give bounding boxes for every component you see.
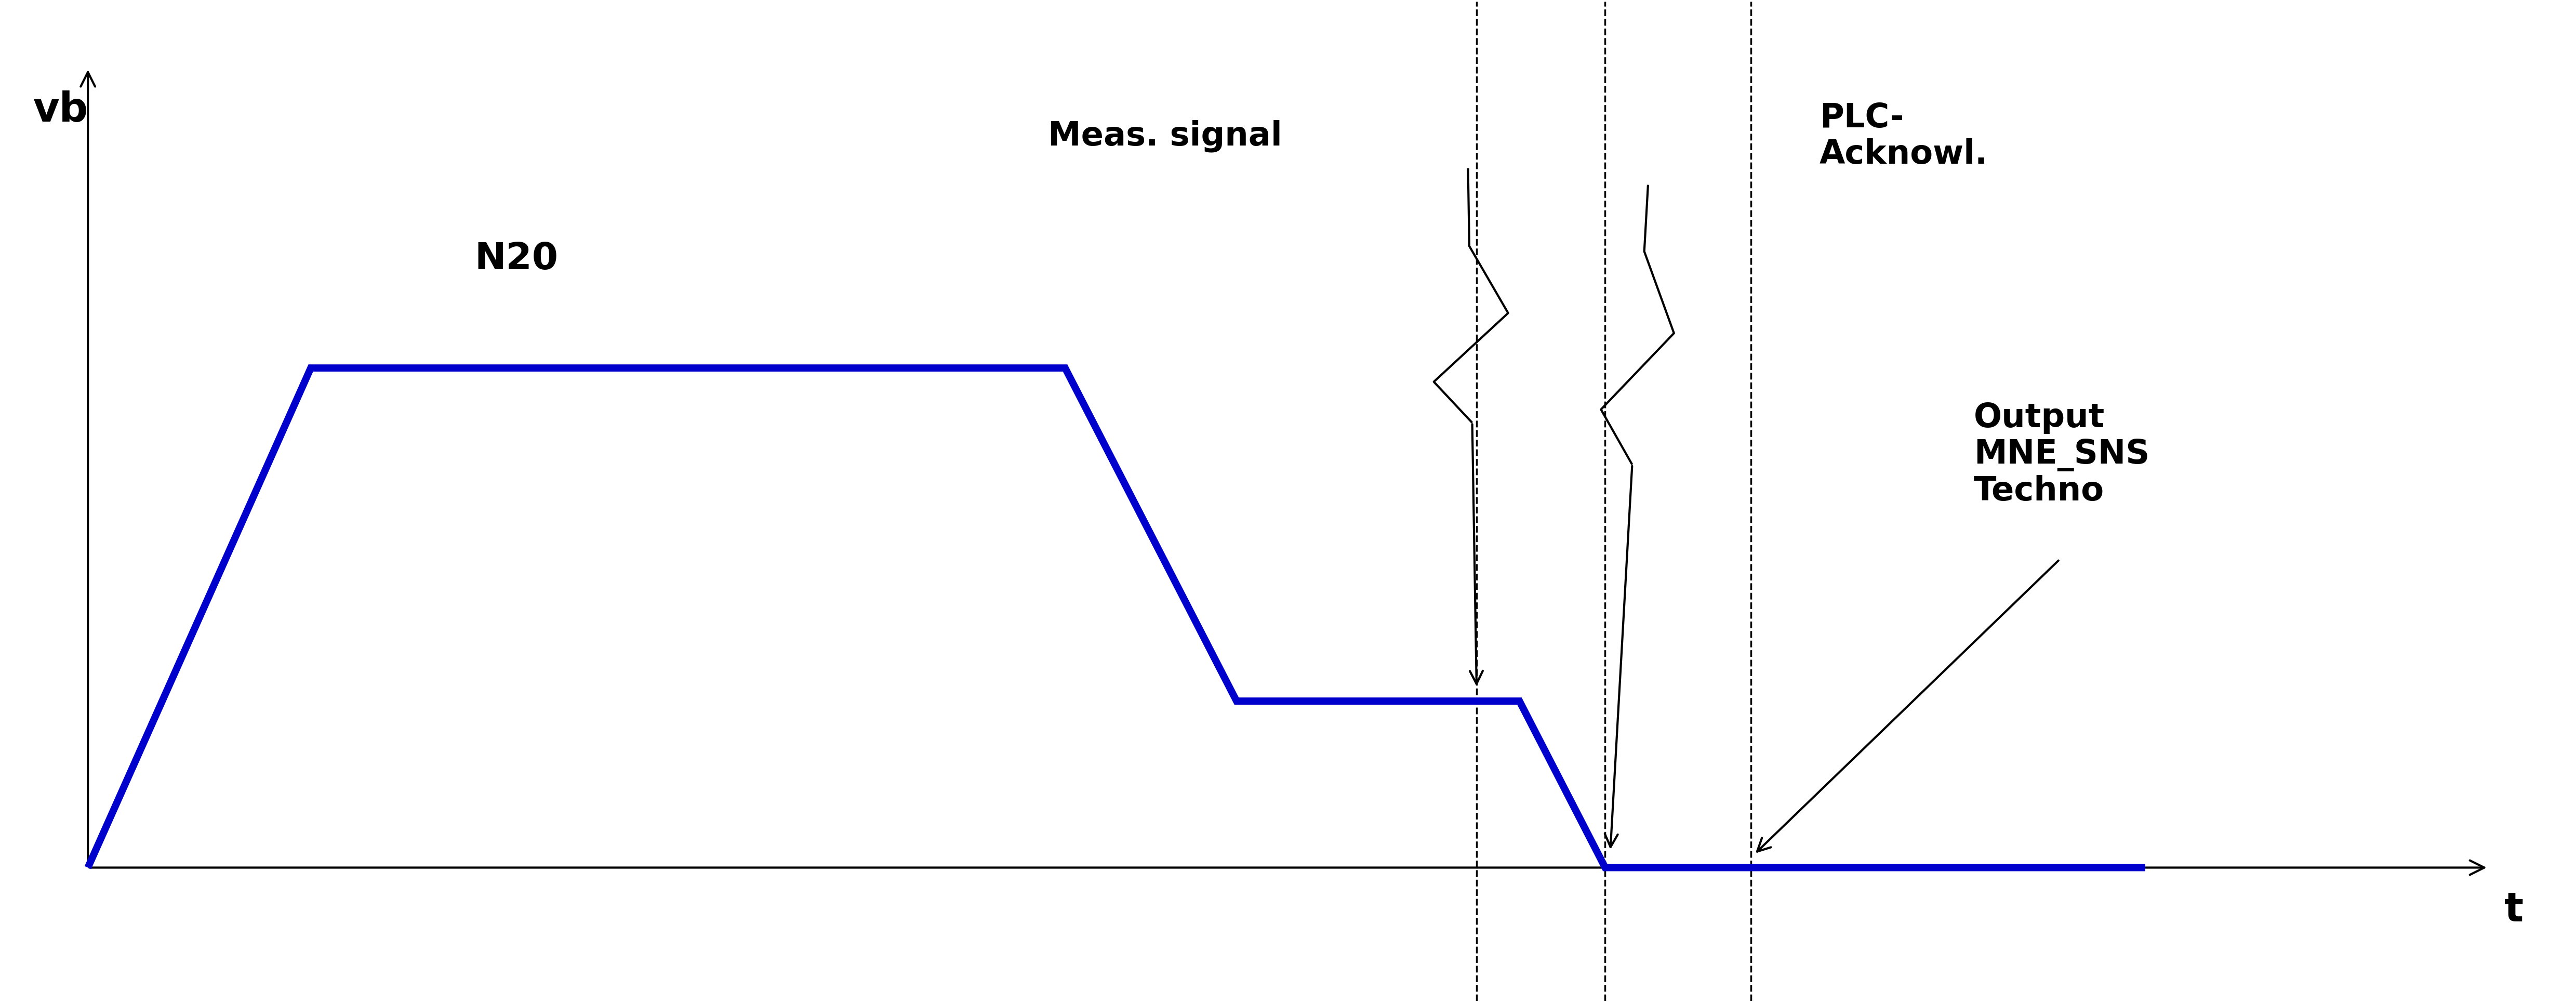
Text: PLC-
Acknowl.: PLC- Acknowl. — [1819, 102, 1989, 171]
Text: Output
MNE_SNS
Techno: Output MNE_SNS Techno — [1973, 401, 2148, 507]
Text: vb: vb — [33, 90, 88, 130]
Text: t: t — [2504, 890, 2524, 929]
Text: N20: N20 — [474, 241, 559, 277]
Text: Meas. signal: Meas. signal — [1048, 119, 1283, 152]
